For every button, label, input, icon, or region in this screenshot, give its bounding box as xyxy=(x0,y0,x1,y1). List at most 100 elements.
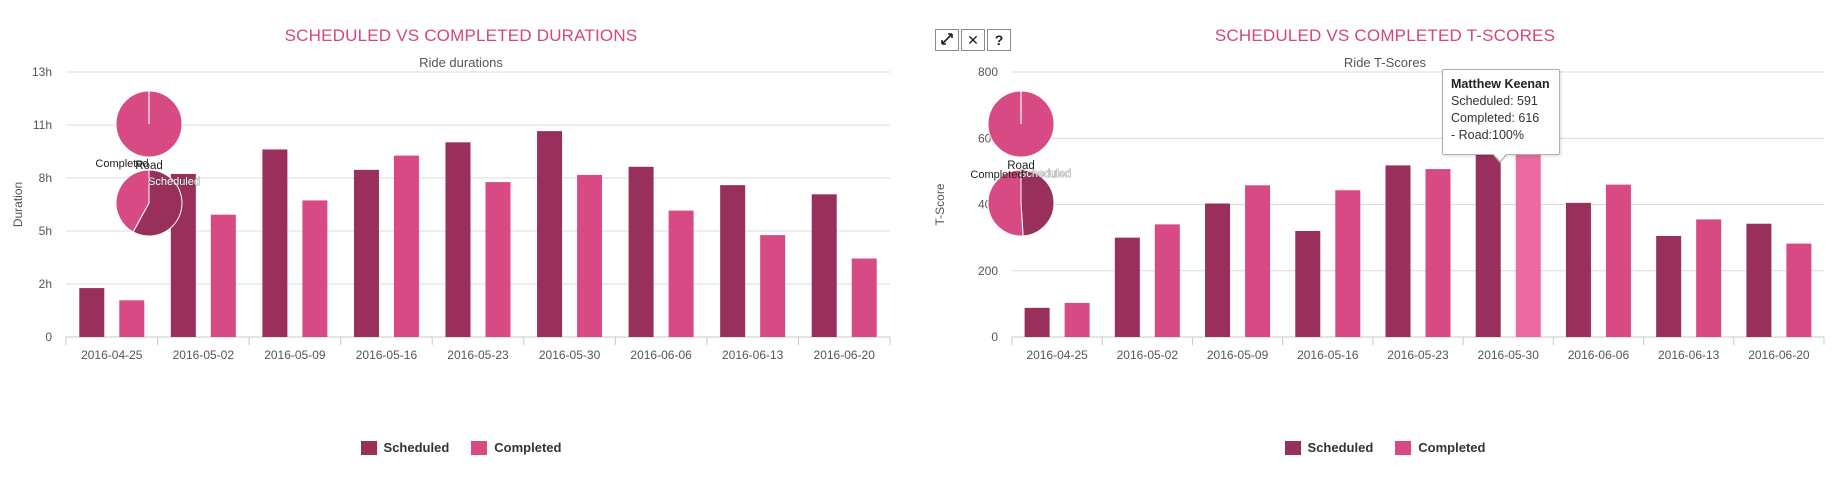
x-tick-label: 2016-05-02 xyxy=(1117,348,1179,362)
x-tick-label: 2016-06-13 xyxy=(722,348,784,362)
chart-subtitle: Ride T-Scores xyxy=(1343,55,1427,70)
y-axis-label: Duration xyxy=(11,182,25,227)
legend-swatch-scheduled xyxy=(1284,440,1301,455)
bar-scheduled-2016-06-06 xyxy=(1565,202,1591,337)
bar-scheduled-2016-06-06 xyxy=(628,166,654,337)
y-tick-label: 13h xyxy=(32,65,52,79)
bar-completed-2016-06-13 xyxy=(760,235,786,337)
bar-completed-2016-05-23 xyxy=(485,182,511,337)
bar-scheduled-2016-05-02 xyxy=(1114,237,1140,337)
y-tick-label: 2h xyxy=(39,277,52,291)
bar-completed-2016-06-20 xyxy=(851,258,877,337)
tooltip-scheduled: Scheduled: 591 xyxy=(1451,94,1538,108)
close-button[interactable]: ✕ xyxy=(961,29,985,51)
tscores-chart-svg: 0200400600800T-Score2016-04-252016-05-02… xyxy=(933,65,1825,362)
bar-completed-2016-05-23 xyxy=(1425,169,1451,337)
pie-label-road: Road xyxy=(135,160,163,172)
bar-completed-2016-06-06 xyxy=(1605,184,1631,337)
help-icon: ? xyxy=(994,32,1004,48)
close-icon: ✕ xyxy=(967,31,979,48)
x-tick-label: 2016-06-06 xyxy=(1568,348,1630,362)
y-tick-label: 5h xyxy=(39,224,52,238)
y-tick-label: 0 xyxy=(991,330,998,344)
y-tick-label: 8h xyxy=(39,171,52,185)
x-tick-label: 2016-06-20 xyxy=(814,348,876,362)
bar-scheduled-2016-05-30 xyxy=(1475,141,1501,337)
legend-label-scheduled: Scheduled xyxy=(383,440,450,455)
bar-scheduled-2016-04-25 xyxy=(79,288,105,337)
bar-scheduled-2016-05-30 xyxy=(537,131,563,337)
durations-chart-svg: 0 2h 5h 8h 11h 13h Duration 2016-04-25 2016-05-0… xyxy=(11,65,891,362)
bar-completed-2016-06-06 xyxy=(668,210,694,337)
pie-label-scheduled: Scheduled xyxy=(148,176,200,188)
bar-completed-2016-04-25 xyxy=(1064,302,1090,337)
legend-item-completed[interactable]: Completed xyxy=(471,440,561,455)
x-tick-label: 2016-05-02 xyxy=(173,348,235,362)
bar-completed-2016-06-20 xyxy=(1786,243,1812,337)
help-button[interactable]: ? xyxy=(987,29,1011,51)
x-tick-label: 2016-05-09 xyxy=(264,348,326,362)
bar-scheduled-2016-06-13 xyxy=(720,185,746,337)
chart-toolbar: ✕ ? xyxy=(935,29,1011,51)
pie-slice-scheduled xyxy=(132,169,183,237)
tooltip-completed: Completed: 616 xyxy=(1451,111,1540,125)
legend-swatch-completed xyxy=(471,440,488,455)
bar-scheduled-2016-05-09 xyxy=(262,149,288,337)
bar-completed-2016-05-30 xyxy=(577,174,603,337)
y-axis-label: T-Score xyxy=(933,183,947,225)
bar-scheduled-2016-05-23 xyxy=(1385,165,1411,337)
legend-swatch-completed xyxy=(1395,440,1412,455)
bar-scheduled-2016-05-16 xyxy=(353,169,379,337)
bar-completed-2016-05-09 xyxy=(302,200,328,337)
legend-swatch-scheduled xyxy=(360,440,377,455)
x-tick-label: 2016-06-13 xyxy=(1658,348,1720,362)
bar-completed-2016-05-30 xyxy=(1515,132,1541,337)
chart-title: SCHEDULED VS COMPLETED DURATIONS xyxy=(284,26,638,45)
bar-scheduled-2016-06-13 xyxy=(1656,235,1682,337)
pie-label-road: Road xyxy=(1007,160,1035,172)
pie-slice-completed xyxy=(987,169,1024,237)
y-tick-label: 11h xyxy=(33,118,52,132)
chart-title: SCHEDULED VS COMPLETED T-SCORES xyxy=(1214,26,1556,45)
bar-scheduled-2016-05-16 xyxy=(1295,231,1321,337)
x-tick-label: 2016-05-30 xyxy=(539,348,601,362)
bar-scheduled-2016-06-20 xyxy=(811,194,837,337)
x-tick-label: 2016-04-25 xyxy=(1026,348,1088,362)
expand-button[interactable] xyxy=(935,29,959,51)
chart-subtitle: Ride durations xyxy=(419,55,503,70)
x-tick-label: 2016-06-20 xyxy=(1748,348,1810,362)
y-tick-label: 0 xyxy=(45,330,52,344)
bar-completed-2016-06-13 xyxy=(1696,219,1722,337)
legend-item-completed[interactable]: Completed xyxy=(1395,440,1485,455)
legend-label-scheduled: Scheduled xyxy=(1307,440,1374,455)
bar-scheduled-2016-06-20 xyxy=(1746,223,1772,337)
x-tick-label: 2016-05-09 xyxy=(1207,348,1269,362)
bar-completed-2016-05-09 xyxy=(1245,185,1271,337)
bar-completed-2016-05-02 xyxy=(1154,224,1180,337)
legend-item-scheduled[interactable]: Scheduled xyxy=(360,440,450,455)
x-tick-label: 2016-05-23 xyxy=(1387,348,1449,362)
x-tick-label: 2016-05-16 xyxy=(1297,348,1359,362)
bar-scheduled-2016-05-23 xyxy=(445,142,471,337)
y-tick-label: 800 xyxy=(978,65,998,79)
tooltip-road: - Road:100% xyxy=(1451,128,1524,142)
tscores-chart-panel: SCHEDULED VS COMPLETED T-SCORES Ride T-S… xyxy=(924,0,1846,479)
pie-slice-completed xyxy=(115,169,150,233)
chart-legend: Scheduled Completed xyxy=(924,440,1846,455)
pie-label-completed: Completed xyxy=(95,158,148,170)
tooltip-name: Matthew Keenan xyxy=(1451,77,1550,91)
y-tick-label: 200 xyxy=(978,264,998,278)
bar-completed-2016-05-16 xyxy=(393,155,419,337)
legend-label-completed: Completed xyxy=(494,440,562,455)
expand-icon xyxy=(940,32,954,49)
x-tick-label: 2016-06-06 xyxy=(630,348,692,362)
pie-label-scheduled: Scheduled xyxy=(1019,168,1071,180)
pie-label-completed: Completed xyxy=(970,169,1023,181)
bar-completed-2016-05-16 xyxy=(1335,190,1361,337)
legend-label-completed: Completed xyxy=(1418,440,1486,455)
bar-scheduled-2016-04-25 xyxy=(1024,307,1050,337)
x-tick-label: 2016-05-23 xyxy=(447,348,509,362)
bar-completed-2016-05-02 xyxy=(210,214,236,337)
x-tick-label: 2016-04-25 xyxy=(81,348,143,362)
legend-item-scheduled[interactable]: Scheduled xyxy=(1284,440,1374,455)
